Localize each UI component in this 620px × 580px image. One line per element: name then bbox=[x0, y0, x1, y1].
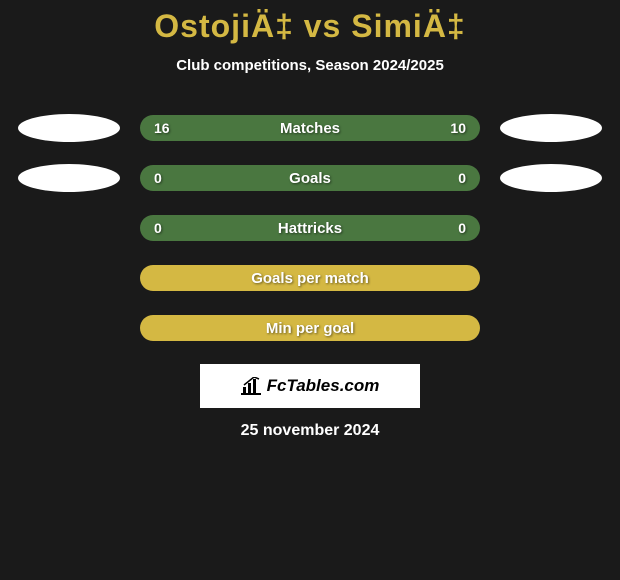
stat-left-value: 16 bbox=[154, 120, 170, 136]
stat-row-matches: 16 Matches 10 bbox=[0, 114, 620, 142]
date-label: 25 november 2024 bbox=[0, 422, 620, 440]
page-subtitle: Club competitions, Season 2024/2025 bbox=[0, 57, 620, 74]
stat-right-value: 0 bbox=[458, 220, 466, 236]
stat-row-goals-per-match: . Goals per match . bbox=[0, 264, 620, 292]
chart-icon bbox=[241, 377, 261, 395]
stat-bar-matches: 16 Matches 10 bbox=[140, 115, 480, 141]
stat-row-min-per-goal: . Min per goal . bbox=[0, 314, 620, 342]
player-left-badge bbox=[18, 164, 120, 192]
oval-placeholder bbox=[18, 214, 120, 242]
logo-box[interactable]: FcTables.com bbox=[200, 364, 420, 408]
logo-text: FcTables.com bbox=[267, 376, 380, 396]
oval-placeholder bbox=[18, 264, 120, 292]
stat-label: Goals bbox=[289, 170, 331, 187]
stat-label: Goals per match bbox=[251, 270, 369, 287]
comparison-widget: OstojiÄ‡ vs SimiÄ‡ Club competitions, Se… bbox=[0, 0, 620, 440]
oval-placeholder bbox=[500, 214, 602, 242]
stat-row-goals: 0 Goals 0 bbox=[0, 164, 620, 192]
player-right-badge bbox=[500, 114, 602, 142]
stat-label: Min per goal bbox=[266, 320, 354, 337]
stat-row-hattricks: 0 Hattricks 0 bbox=[0, 214, 620, 242]
stat-left-value: 0 bbox=[154, 220, 162, 236]
stat-left-value: 0 bbox=[154, 170, 162, 186]
oval-placeholder bbox=[500, 264, 602, 292]
player-left-badge bbox=[18, 114, 120, 142]
stat-bar-min-per-goal: . Min per goal . bbox=[140, 315, 480, 341]
oval-placeholder bbox=[18, 314, 120, 342]
player-right-badge bbox=[500, 164, 602, 192]
stat-label: Matches bbox=[280, 120, 340, 137]
stat-bar-hattricks: 0 Hattricks 0 bbox=[140, 215, 480, 241]
oval-placeholder bbox=[500, 314, 602, 342]
stat-right-value: 10 bbox=[450, 120, 466, 136]
stat-label: Hattricks bbox=[278, 220, 342, 237]
stat-right-value: 0 bbox=[458, 170, 466, 186]
stat-bar-goals-per-match: . Goals per match . bbox=[140, 265, 480, 291]
page-title: OstojiÄ‡ vs SimiÄ‡ bbox=[0, 8, 620, 45]
stat-bar-goals: 0 Goals 0 bbox=[140, 165, 480, 191]
